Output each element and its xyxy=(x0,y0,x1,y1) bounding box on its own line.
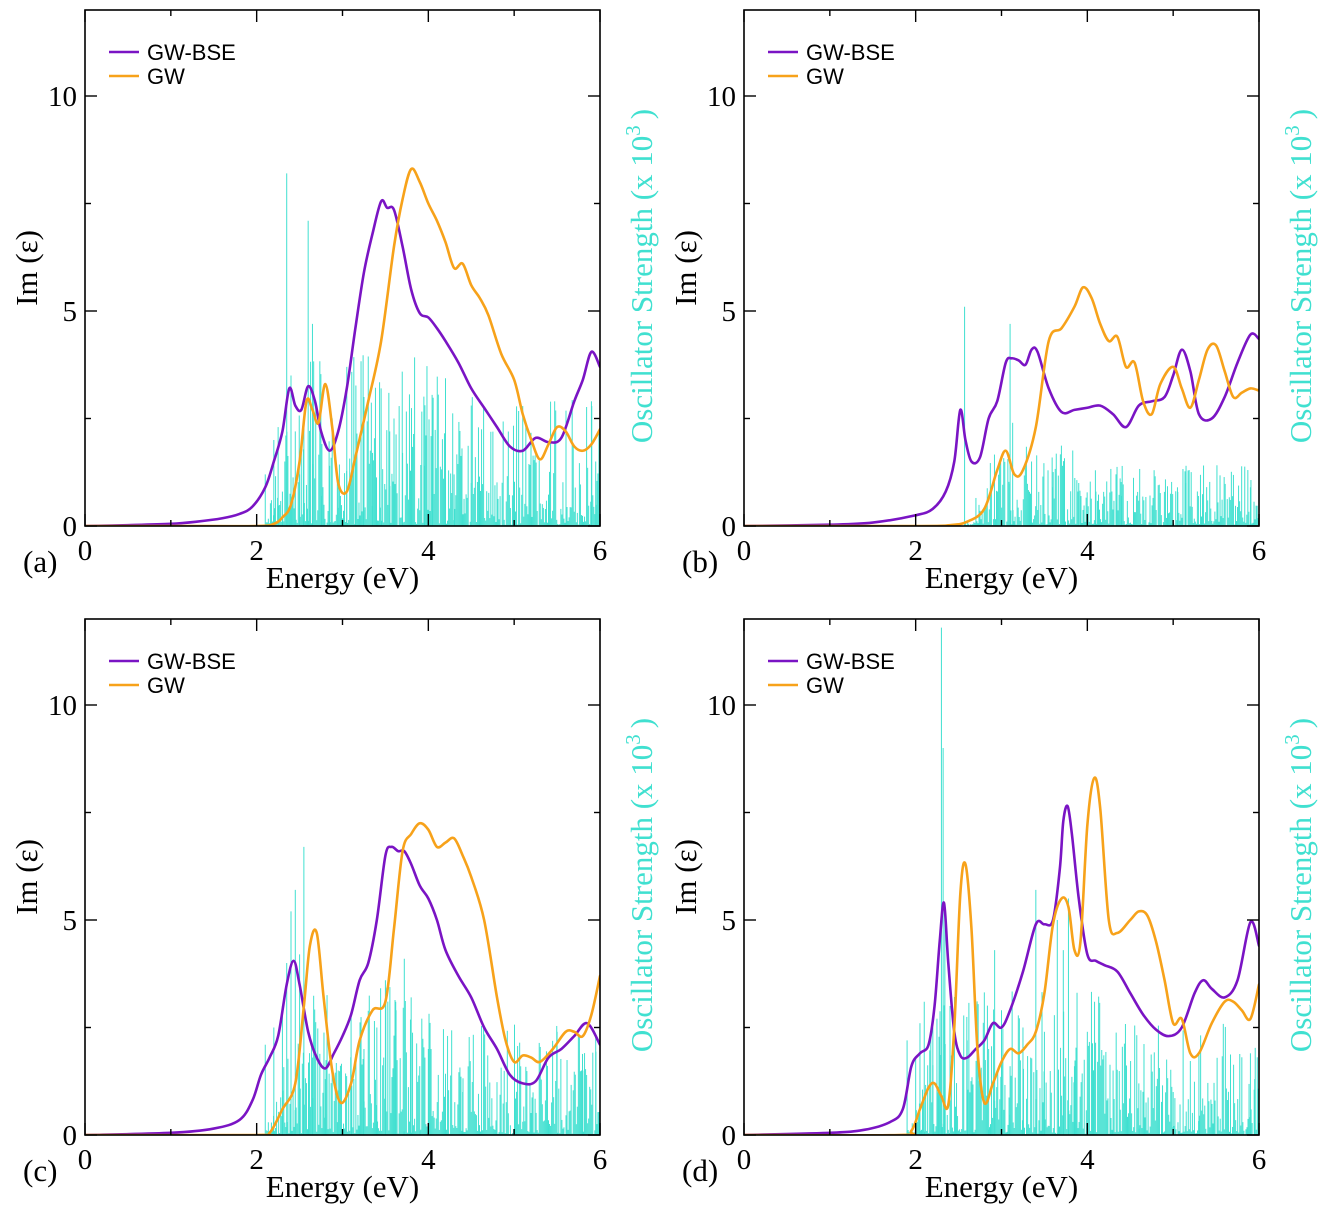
legend-label-gw: GW xyxy=(147,673,185,698)
gw-line xyxy=(744,285,1259,526)
oscillator-label-main: Oscillator Strength (x 10 xyxy=(1283,745,1318,1052)
oscillator-spikes xyxy=(264,173,600,526)
oscillator-label-close: ) xyxy=(1283,718,1318,728)
x-tick-label: 4 xyxy=(1080,1144,1095,1176)
oscillator-axis-label: Oscillator Strength (x 103) xyxy=(1280,718,1318,1052)
panel-a: 0 2 4 6 0 5 10 Energy (eV) Im (ε) Oscillator Stre… xyxy=(9,9,659,595)
x-tick-label: 2 xyxy=(249,1144,264,1176)
legend-label-gw-bse: GW-BSE xyxy=(806,649,895,674)
x-tick-label: 6 xyxy=(593,535,608,567)
x-axis-label: Energy (eV) xyxy=(266,560,420,595)
x-tick-label: 2 xyxy=(908,1144,923,1176)
oscillator-axis-label: Oscillator Strength (x 103) xyxy=(621,109,659,443)
x-tick-label: 6 xyxy=(1252,1144,1267,1176)
panel-label: (a) xyxy=(23,544,57,579)
oscillator-label-close: ) xyxy=(624,718,659,728)
gw-line xyxy=(85,167,600,526)
gw-bse-line xyxy=(744,332,1259,526)
y-tick-label: 5 xyxy=(722,296,737,328)
gw-bse-line xyxy=(85,845,600,1135)
oscillator-label-exponent: 3 xyxy=(621,734,645,745)
oscillator-spikes xyxy=(964,306,1259,526)
y-tick-label: 5 xyxy=(63,296,78,328)
y-tick-label: 5 xyxy=(63,905,78,937)
legend-label-gw-bse: GW-BSE xyxy=(147,649,236,674)
panel-c: 0 2 4 6 0 5 10 Energy (eV) Im (ε) Oscillator Stre… xyxy=(9,618,659,1204)
legend-label-gw: GW xyxy=(147,64,185,89)
x-tick-label: 2 xyxy=(908,535,923,567)
x-axis-label: Energy (eV) xyxy=(266,1169,420,1204)
y-axis-label: Im (ε) xyxy=(668,839,703,915)
ticks xyxy=(743,619,1260,1136)
oscillator-label-main: Oscillator Strength (x 10 xyxy=(1283,136,1318,443)
y-tick-label: 10 xyxy=(48,690,77,722)
panel-b: 0 2 4 6 0 5 10 Energy (eV) Im (ε) Oscillator Stre… xyxy=(668,9,1318,595)
x-tick-label: 0 xyxy=(78,1144,93,1176)
gw-line xyxy=(85,821,600,1135)
x-tick-label: 0 xyxy=(78,535,93,567)
legend-label-gw-bse: GW-BSE xyxy=(147,40,236,65)
ticks xyxy=(84,10,601,527)
oscillator-label-main: Oscillator Strength (x 10 xyxy=(624,745,659,1052)
ticks xyxy=(84,619,601,1136)
gw-bse-line xyxy=(744,804,1259,1135)
ticks xyxy=(743,10,1260,527)
x-axis-label: Energy (eV) xyxy=(925,560,1079,595)
oscillator-spikes xyxy=(906,627,1259,1135)
panel-label: (d) xyxy=(682,1153,718,1188)
oscillator-spikes xyxy=(264,846,600,1135)
gw-bse-line xyxy=(85,199,600,526)
x-tick-label: 2 xyxy=(249,535,264,567)
y-tick-label: 0 xyxy=(722,1120,737,1152)
x-tick-label: 4 xyxy=(421,535,436,567)
y-tick-label: 0 xyxy=(63,1120,78,1152)
oscillator-axis-label: Oscillator Strength (x 103) xyxy=(621,718,659,1052)
oscillator-label-exponent: 3 xyxy=(621,125,645,136)
x-tick-label: 6 xyxy=(593,1144,608,1176)
y-tick-label: 0 xyxy=(63,511,78,543)
panel-label: (c) xyxy=(23,1153,57,1188)
legend-label-gw-bse: GW-BSE xyxy=(806,40,895,65)
x-tick-label: 0 xyxy=(737,1144,752,1176)
x-axis-label: Energy (eV) xyxy=(925,1169,1079,1204)
gw-line xyxy=(744,776,1259,1135)
panel-label: (b) xyxy=(682,544,718,579)
y-tick-label: 10 xyxy=(707,81,736,113)
y-tick-label: 10 xyxy=(707,690,736,722)
x-tick-label: 6 xyxy=(1252,535,1267,567)
y-tick-label: 5 xyxy=(722,905,737,937)
oscillator-label-exponent: 3 xyxy=(1280,125,1304,136)
oscillator-label-close: ) xyxy=(1283,109,1318,119)
y-tick-label: 10 xyxy=(48,81,77,113)
legend-label-gw: GW xyxy=(806,673,844,698)
y-axis-label: Im (ε) xyxy=(9,839,44,915)
legend-label-gw: GW xyxy=(806,64,844,89)
y-axis-label: Im (ε) xyxy=(9,230,44,306)
oscillator-axis-label: Oscillator Strength (x 103) xyxy=(1280,109,1318,443)
oscillator-label-main: Oscillator Strength (x 10 xyxy=(624,136,659,443)
oscillator-label-exponent: 3 xyxy=(1280,734,1304,745)
x-tick-label: 4 xyxy=(1080,535,1095,567)
x-tick-label: 0 xyxy=(737,535,752,567)
y-tick-label: 0 xyxy=(722,511,737,543)
x-tick-label: 4 xyxy=(421,1144,436,1176)
y-axis-label: Im (ε) xyxy=(668,230,703,306)
oscillator-label-close: ) xyxy=(624,109,659,119)
panel-d: 0 2 4 6 0 5 10 Energy (eV) Im (ε) Oscillator Stre… xyxy=(668,618,1318,1204)
